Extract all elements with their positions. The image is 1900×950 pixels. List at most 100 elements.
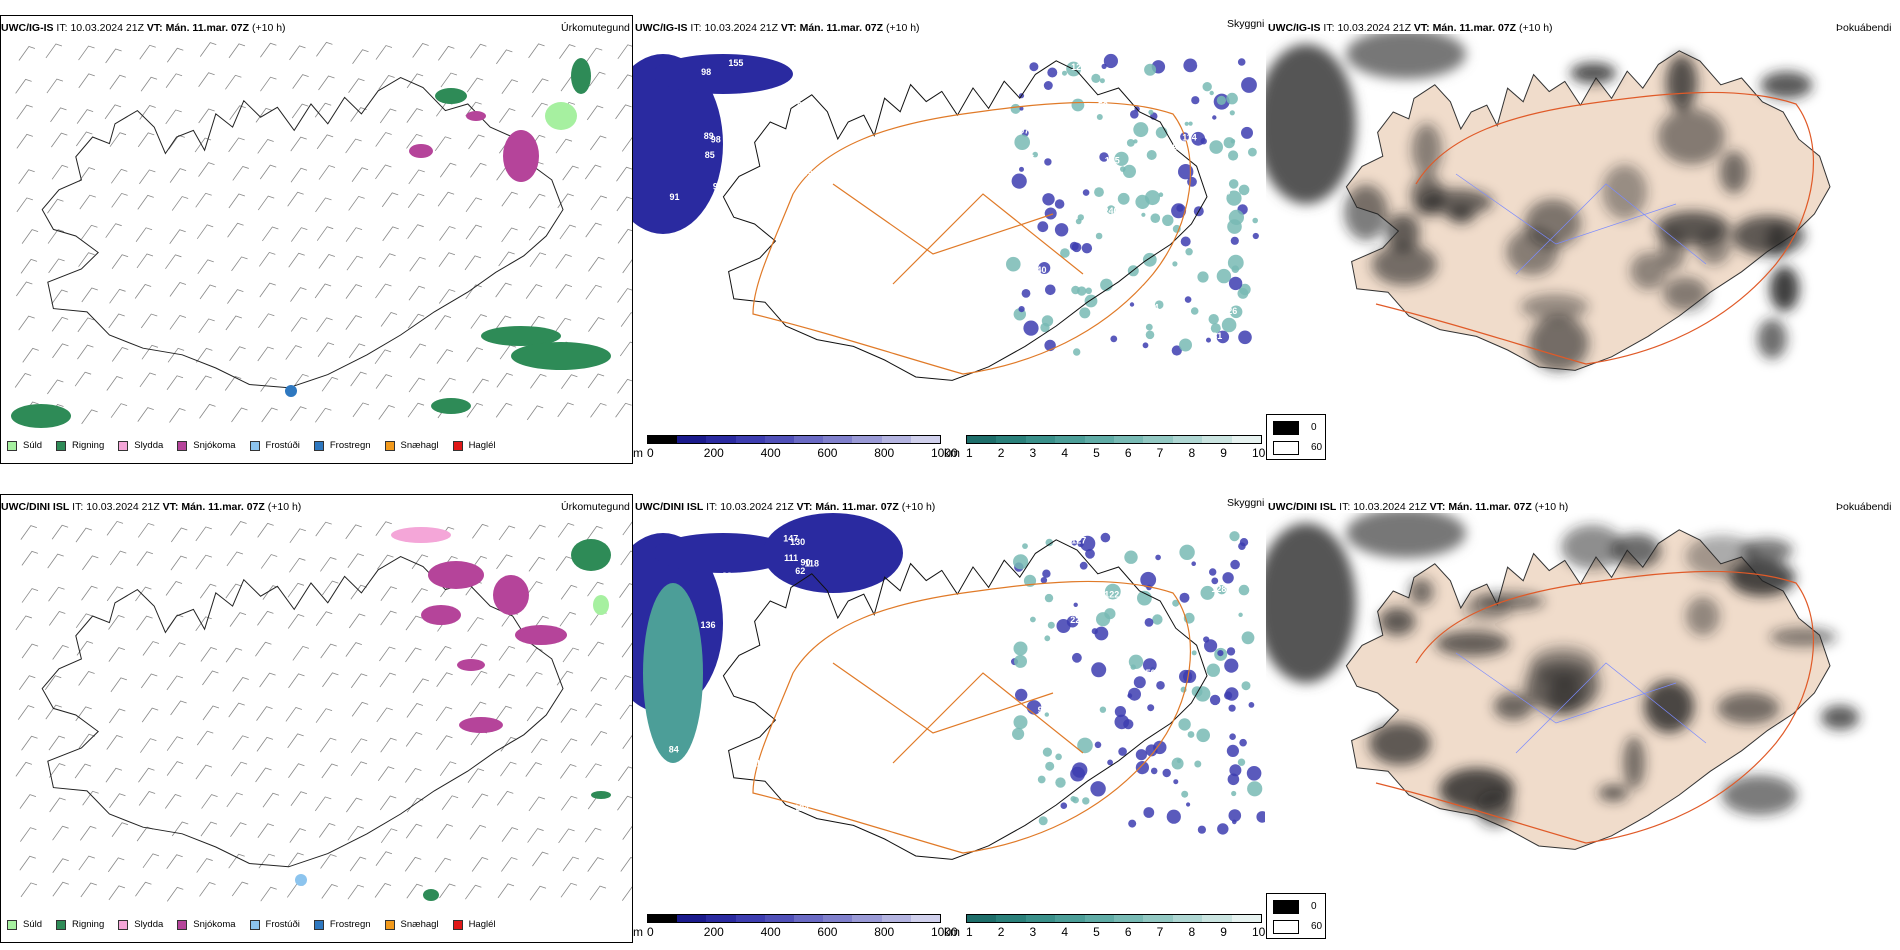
cloud-base-value: 127 — [1071, 535, 1086, 545]
cloud-cell — [1209, 140, 1223, 154]
cloud-cell — [1229, 764, 1242, 777]
cloud-cell — [1185, 248, 1193, 256]
fog-cell — [1561, 524, 1624, 569]
colorbar-step — [823, 436, 853, 443]
cloud-cell — [1037, 775, 1046, 784]
cloud-cell — [1095, 232, 1103, 240]
precip-legend-item: Haglél — [452, 440, 496, 451]
cloud-cell — [1077, 737, 1093, 754]
colorbar-step — [1143, 915, 1173, 922]
cloud-cell — [1055, 753, 1062, 761]
colorbar-step — [764, 915, 795, 922]
precip-legend-item: Snjókoma — [177, 919, 236, 930]
cloud-cell — [1226, 647, 1236, 656]
fog-cell — [1769, 266, 1800, 312]
legend-swatch — [177, 440, 188, 451]
cloud-cell — [1230, 236, 1239, 245]
cloud-cell — [1054, 223, 1069, 237]
cloud-base-value: 183 — [757, 685, 772, 695]
fog-legend-bottom: 0 60 — [1266, 893, 1326, 939]
cloud-base-value: 161 — [1049, 129, 1064, 139]
cloud-cell — [1228, 809, 1242, 822]
cloud-cell — [1210, 323, 1221, 334]
precip-legend-item: Frostregn — [313, 919, 371, 930]
precip-area — [285, 385, 297, 397]
cloud-cell — [1229, 531, 1240, 542]
cloud-cell — [1045, 284, 1056, 296]
cloud-base-value: 128 — [1215, 187, 1230, 197]
precip-area — [421, 605, 461, 625]
cloud-cell — [1091, 662, 1107, 678]
visibility-area — [643, 583, 703, 763]
cloud-cell — [1042, 193, 1055, 206]
cloud-cell — [1120, 166, 1126, 172]
cloud-cell — [1241, 681, 1251, 691]
fog-legend-value: 60 — [1311, 442, 1323, 453]
cloud-cell — [1241, 77, 1257, 93]
fog-legend-value: 0 — [1311, 901, 1317, 912]
colorbar-step — [1231, 915, 1262, 922]
fog-area — [1266, 44, 1356, 204]
legend-label: Haglél — [468, 440, 496, 451]
colorbar-tick: 1000 — [931, 446, 958, 460]
cloud-cell — [1179, 544, 1195, 560]
fog-legend-value: 60 — [1311, 921, 1323, 932]
precip-legend-item: Snjókoma — [177, 440, 236, 451]
cloud-cell — [1038, 816, 1048, 826]
cloud-base-value: 118 — [805, 559, 820, 569]
cloud-base-value: 200 — [1048, 682, 1063, 692]
cloud-cell — [1091, 628, 1098, 635]
cloud-cell — [1191, 650, 1197, 656]
colorbar-step — [1172, 915, 1203, 922]
cloud-cell — [1069, 241, 1079, 251]
colorbar-tick: 1 — [966, 925, 973, 939]
legend-swatch — [7, 919, 17, 930]
colorbar-tick: 8 — [1188, 446, 1196, 460]
precip-area — [466, 111, 486, 121]
colorbar-step — [648, 436, 678, 443]
cloud-cell — [1014, 134, 1030, 150]
cloud-cell — [1122, 164, 1136, 178]
cloud-cell — [1180, 236, 1191, 247]
visibility-colorbar-bottom: km 1 2 3 4 5 6 7 8 9 10 — [944, 914, 1265, 940]
cloud-base-value: 85 — [705, 150, 715, 160]
cloud-cell — [1013, 554, 1029, 570]
cloud-base-colorbar-bottom: m 0 200 400 600 800 1000 — [633, 914, 958, 940]
colorbar-tick: 800 — [874, 446, 895, 460]
cloud-base-area — [763, 513, 903, 593]
road-network — [752, 101, 1191, 375]
cloud-cell — [1145, 190, 1160, 206]
legend-label: Rigning — [72, 440, 105, 451]
cloud-cell — [1096, 114, 1103, 120]
cloud-cell — [1072, 652, 1082, 663]
cloud-cell — [1248, 702, 1255, 708]
cloud-cell — [1216, 268, 1232, 284]
cloud-base-value: 124 — [794, 803, 809, 813]
cloud-cell — [1197, 825, 1206, 834]
cloud-cell — [1188, 121, 1193, 126]
cloud-cell — [1010, 103, 1021, 114]
cloud-cell — [1104, 608, 1116, 620]
precip-area — [591, 791, 611, 799]
legend-swatch — [7, 440, 17, 451]
precip-title-top: Úrkomutegund — [561, 22, 630, 34]
fog-cell — [1685, 596, 1720, 636]
colorbar-tick: 9 — [1220, 925, 1227, 939]
cloud-cell — [1079, 535, 1096, 552]
colorbar-step — [910, 436, 941, 443]
cloud-cell — [1117, 192, 1130, 205]
colorbar-tick: 600 — [817, 925, 838, 939]
legend-swatch — [452, 440, 463, 451]
cloud-cell — [1118, 747, 1127, 756]
cloud-cell — [1194, 760, 1202, 768]
fog-cell — [1760, 71, 1813, 99]
cloud-cell — [1019, 166, 1024, 172]
fog-cell — [1820, 705, 1860, 730]
cloud-cell — [1222, 572, 1234, 584]
precip-area — [545, 102, 577, 130]
cloud-cell — [1114, 706, 1126, 718]
cloud-cell — [1209, 694, 1221, 706]
cloud-base-value: 96 — [677, 283, 687, 293]
cloud-cell — [1143, 807, 1155, 818]
legend-label: Snjókoma — [193, 919, 236, 930]
